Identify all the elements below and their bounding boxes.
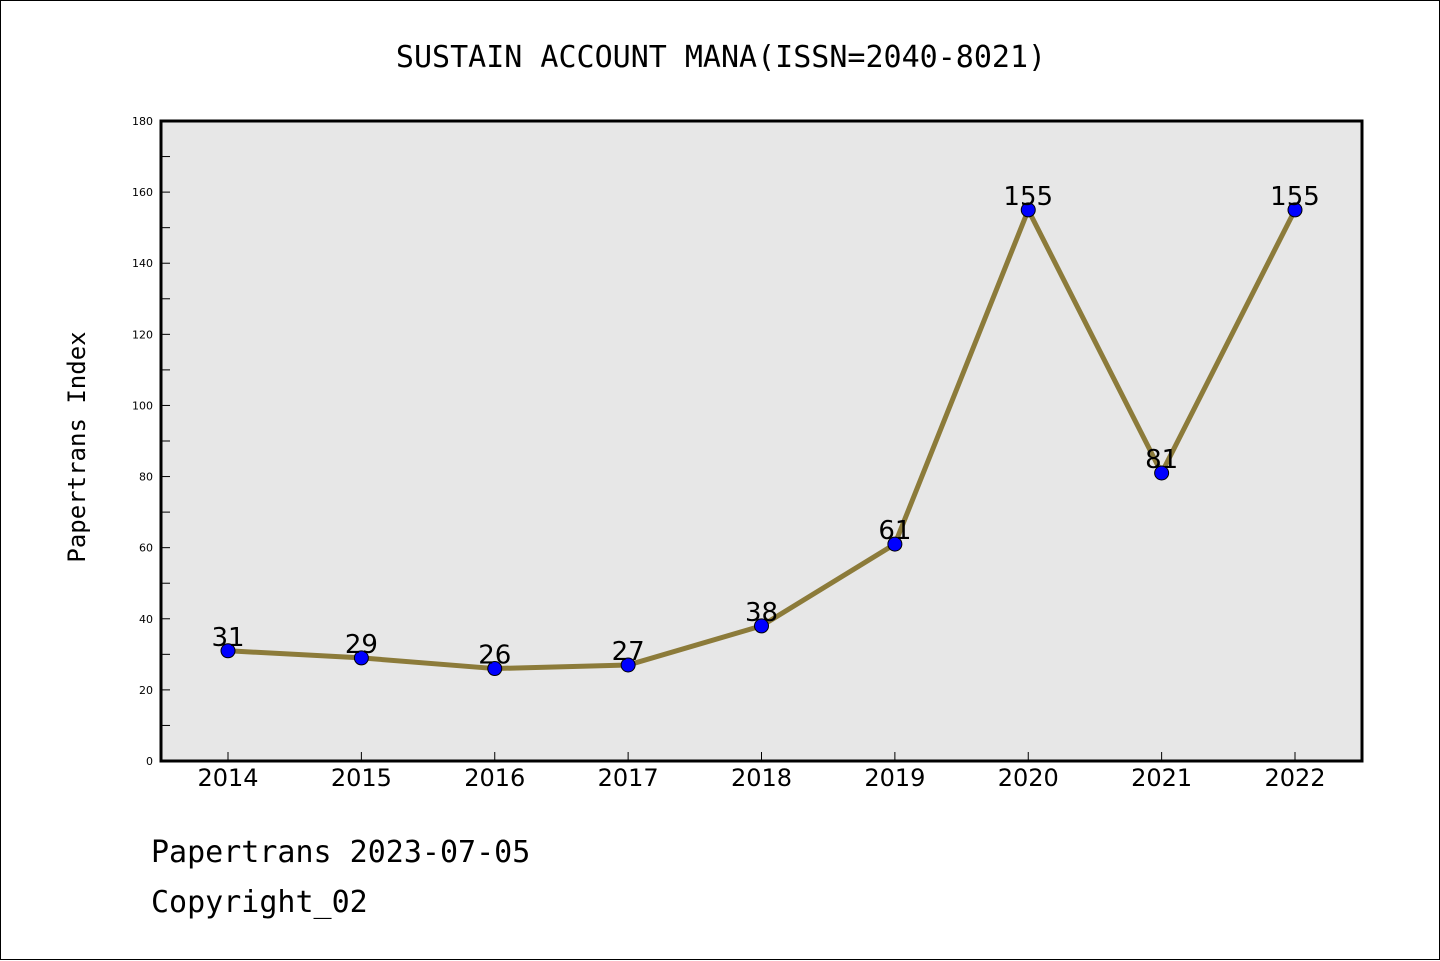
- data-point: [887, 536, 903, 552]
- y-tick-label: 0: [146, 755, 153, 768]
- data-labels: 31 29 26 27 38 61 155 81 155: [211, 182, 1319, 671]
- x-tick-label: 2020: [998, 764, 1059, 792]
- y-tick-label: 60: [139, 542, 153, 555]
- data-label: 155: [1003, 182, 1053, 212]
- data-label: 61: [878, 516, 911, 546]
- x-tick-label: 2019: [864, 764, 925, 792]
- data-point: [620, 657, 636, 673]
- y-tick-label: 20: [139, 684, 153, 697]
- data-label: 81: [1145, 445, 1178, 475]
- footer-copyright-text: Copyright_02: [151, 885, 368, 920]
- data-label: 29: [345, 630, 378, 660]
- y-tick-label: 40: [139, 613, 153, 626]
- x-tick-label: 2018: [731, 764, 792, 792]
- y-tick-label: 140: [132, 257, 153, 270]
- data-label: 27: [612, 637, 645, 667]
- x-tick-label: 2014: [197, 764, 258, 792]
- x-tick-label: 2022: [1264, 764, 1325, 792]
- y-tick-label: 100: [132, 399, 153, 412]
- data-point: [1287, 202, 1303, 218]
- y-tick-label: 80: [139, 471, 153, 484]
- data-label: 26: [478, 641, 511, 671]
- x-tick-label: 2015: [331, 764, 392, 792]
- data-point: [1020, 202, 1036, 218]
- footer-date-text: Papertrans 2023-07-05: [151, 835, 531, 870]
- y-tick-label: 120: [132, 328, 153, 341]
- data-point: [487, 661, 503, 677]
- chart-title: SUSTAIN ACCOUNT MANA(ISSN=2040-8021): [396, 40, 1046, 75]
- data-point: [220, 643, 236, 659]
- data-point: [754, 618, 769, 634]
- data-markers: [220, 202, 1303, 677]
- plot-area: [161, 121, 1362, 761]
- plot-border: [159, 119, 1364, 763]
- y-axis-label: Papertrans Index: [63, 331, 91, 562]
- data-point: [353, 650, 369, 666]
- data-label: 38: [745, 598, 778, 628]
- data-label: 31: [211, 623, 244, 653]
- data-point: [1154, 465, 1170, 481]
- x-tick-label: 2016: [464, 764, 525, 792]
- y-tick-label: 180: [132, 115, 153, 128]
- x-tick-label: 2017: [598, 764, 659, 792]
- y-tick-label: 160: [132, 186, 153, 199]
- data-label: 155: [1270, 182, 1320, 212]
- x-axis: 2014 2015 2016 2017 2018 2019 2020 2021 2022: [197, 752, 1326, 792]
- x-tick-label: 2021: [1131, 764, 1192, 792]
